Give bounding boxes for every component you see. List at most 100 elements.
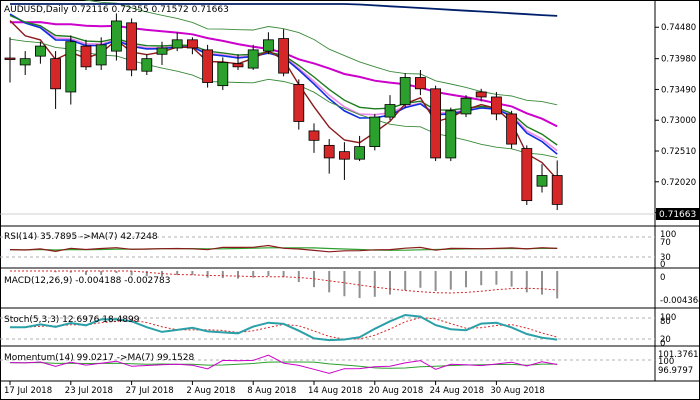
candle-body xyxy=(521,148,533,202)
candle-body xyxy=(217,62,229,87)
candle-body xyxy=(95,44,107,66)
candle-body xyxy=(490,96,502,115)
candle-body xyxy=(338,151,350,160)
price-tick-label: 0.73000 xyxy=(661,116,696,126)
candle-body xyxy=(202,49,214,83)
candle-body xyxy=(308,130,320,141)
candle-body xyxy=(293,84,305,122)
momentum-label: Momentum(14) 99.0217 ->MA(7) 99.1528 xyxy=(4,353,195,363)
candle-body xyxy=(156,47,168,55)
candle xyxy=(430,85,442,162)
candle xyxy=(536,164,548,193)
candle-body xyxy=(50,58,61,90)
candle-body xyxy=(354,146,366,160)
macd-tick-min: -0.004364 xyxy=(660,296,700,306)
candle-body xyxy=(171,39,183,49)
candle xyxy=(95,37,107,70)
rsi-line xyxy=(9,244,558,253)
stochastic-k-line xyxy=(10,313,558,342)
stochastic-d-line xyxy=(10,317,558,340)
rsi-tick-100: 100 xyxy=(660,230,676,240)
last-price-box xyxy=(656,208,700,220)
candle xyxy=(126,18,137,77)
candle xyxy=(490,91,502,121)
candle xyxy=(414,69,426,96)
candle xyxy=(65,35,77,105)
candle-body xyxy=(414,77,426,90)
candle xyxy=(35,41,46,64)
candle xyxy=(293,79,305,130)
time-tick-label: 20 Aug 2018 xyxy=(369,386,423,396)
candle-body xyxy=(126,22,137,71)
candle xyxy=(399,73,411,108)
time-tick-label: 27 Jul 2018 xyxy=(126,386,174,396)
candle xyxy=(202,44,214,88)
time-tick-label: 14 Aug 2018 xyxy=(308,386,362,396)
time-tick-label: 24 Aug 2018 xyxy=(430,386,484,396)
candle-body xyxy=(506,113,518,145)
candle xyxy=(111,13,122,61)
candle-body xyxy=(19,58,31,66)
candle-body xyxy=(430,88,442,159)
candle xyxy=(445,107,457,162)
candle xyxy=(19,51,31,75)
time-tick-label: 8 Aug 2018 xyxy=(247,386,296,396)
momentum-tick-max: 101.3761 xyxy=(658,350,699,360)
candle-body xyxy=(475,91,487,98)
candle xyxy=(171,32,183,52)
stoch-tick-80: 80 xyxy=(660,317,671,327)
candle-body xyxy=(232,63,244,68)
candle-body xyxy=(4,57,16,60)
candle xyxy=(262,32,274,55)
rsi-tick-0: 0 xyxy=(660,260,665,270)
candle-body xyxy=(80,45,92,68)
candle-body xyxy=(460,97,472,115)
band-upper-line xyxy=(84,0,558,106)
candle xyxy=(247,44,259,70)
price-tick-label: 0.73980 xyxy=(661,55,696,65)
stoch-tick-0: 0 xyxy=(660,339,665,349)
candle-body xyxy=(262,39,274,52)
stoch-tick-100: 100 xyxy=(660,313,676,323)
candle xyxy=(460,95,472,118)
macd-panel: MACD(12,26,9) -0.004188 -0.002783 0 -0.0… xyxy=(4,270,700,306)
rsi-panel: RSI(14) 35.7895 ->MA(7) 42.7248 100 70 3… xyxy=(0,230,676,270)
momentum-line xyxy=(9,354,558,374)
candlesticks xyxy=(4,13,563,211)
momentum-panel: Momentum(14) 99.0217 ->MA(7) 99.1528 101… xyxy=(0,350,699,376)
time-tick-label: 17 Jul 2018 xyxy=(4,386,52,396)
candle xyxy=(354,135,366,162)
candle xyxy=(141,54,153,75)
price-tick-label: 0.74480 xyxy=(661,23,696,33)
stoch-label: Stoch(5,3,3) 12.6976 18.4899 xyxy=(4,315,140,325)
candle xyxy=(80,39,92,70)
time-tick-label: 23 Jul 2018 xyxy=(65,386,113,396)
candle xyxy=(278,29,290,77)
price-tick-label: 0.72510 xyxy=(661,147,696,157)
candle xyxy=(50,51,61,109)
time-tick-label: 30 Aug 2018 xyxy=(490,386,544,396)
last-price-label: 0.71663 xyxy=(659,210,696,220)
stochastic-panel: Stoch(5,3,3) 12.6976 18.4899 100 80 20 0 xyxy=(0,313,676,349)
candle xyxy=(369,113,381,151)
candle xyxy=(521,145,533,206)
candle xyxy=(308,123,320,153)
ma-line-navy xyxy=(10,3,558,17)
macd-histogram xyxy=(54,271,559,299)
macd-signal-line xyxy=(10,270,558,294)
candle xyxy=(156,41,168,65)
candle-body xyxy=(551,175,563,205)
macd-label: MACD(12,26,9) -0.004188 -0.002783 xyxy=(4,276,170,286)
candle-body xyxy=(141,58,153,72)
price-tick-label: 0.73490 xyxy=(661,85,696,95)
candle-body xyxy=(369,116,381,148)
price-tick-label: 0.72020 xyxy=(661,178,696,188)
candle-body xyxy=(186,39,198,49)
candle xyxy=(232,54,244,70)
candle xyxy=(186,37,198,55)
candle-body xyxy=(247,49,259,69)
candle-body xyxy=(323,144,335,159)
momentum-tick-100: 100 xyxy=(658,357,674,367)
